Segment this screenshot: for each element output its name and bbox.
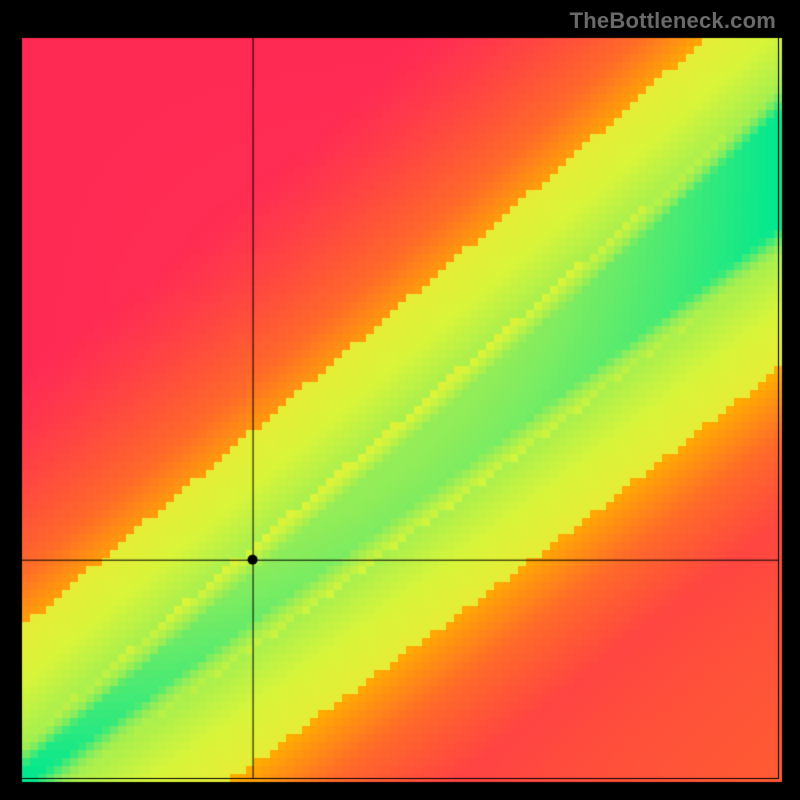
watermark-text: TheBottleneck.com: [570, 8, 776, 34]
bottleneck-heatmap-canvas: [0, 0, 800, 800]
chart-container: TheBottleneck.com: [0, 0, 800, 800]
